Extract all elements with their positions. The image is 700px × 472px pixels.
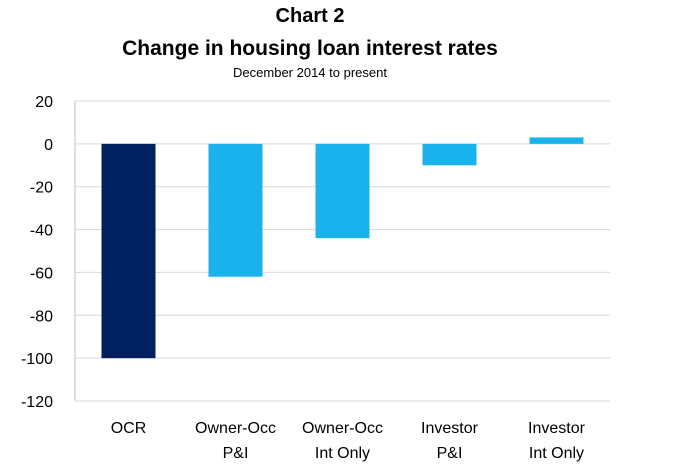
x-tick-label: OCR <box>111 420 147 437</box>
y-tick-label: 0 <box>44 137 53 154</box>
plot-area: 20 0 -20 -40 -60 -80 -100 -120 OCR Owner-Occ P&I Ow… <box>21 94 610 462</box>
x-tick-label: P&I <box>223 445 249 462</box>
bar <box>315 143 370 239</box>
y-tick-label: -120 <box>21 394 53 411</box>
chart-note: December 2014 to present <box>233 65 387 80</box>
bar <box>101 143 156 359</box>
x-tick-label: Owner-Occ <box>302 420 383 437</box>
y-tick-label: -100 <box>21 351 53 368</box>
y-tick-label: 20 <box>35 94 53 111</box>
y-tick-label: -80 <box>30 308 53 325</box>
x-tick-label: P&I <box>437 445 463 462</box>
chart-title: Chart 2 <box>276 5 345 27</box>
bar <box>422 143 477 166</box>
chart-subtitle: Change in housing loan interest rates <box>122 37 498 60</box>
bar <box>208 143 263 277</box>
y-tick-label: -20 <box>30 180 53 197</box>
x-tick-label: Investor <box>421 420 479 437</box>
x-tick-label: Int Only <box>315 445 370 462</box>
x-tick-label: Int Only <box>529 445 584 462</box>
y-tick-label: -60 <box>30 265 53 282</box>
x-tick-label: Investor <box>528 420 586 437</box>
x-tick-label: Owner-Occ <box>195 420 276 437</box>
bar <box>529 137 584 144</box>
y-tick-label: -40 <box>30 223 53 240</box>
